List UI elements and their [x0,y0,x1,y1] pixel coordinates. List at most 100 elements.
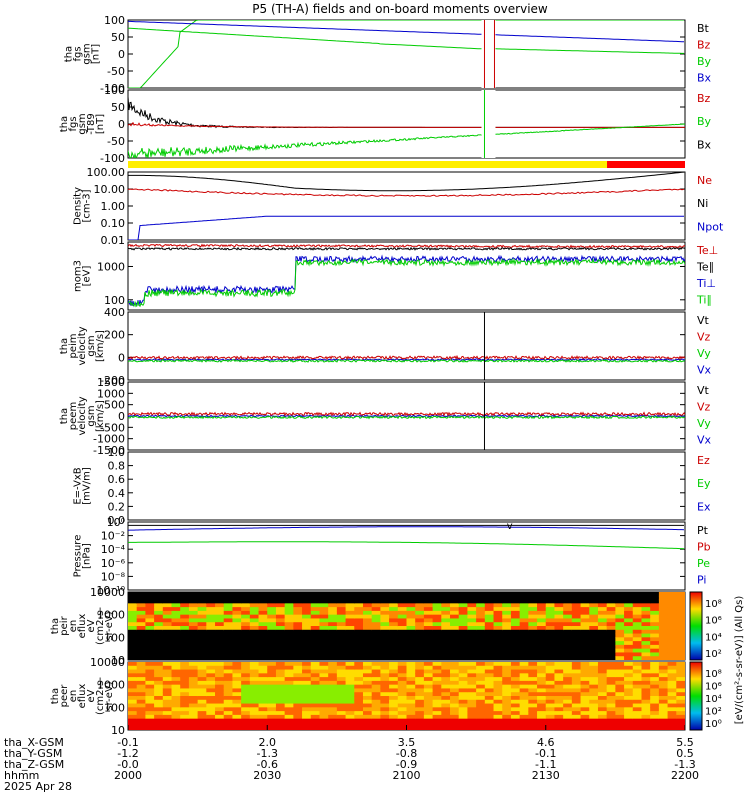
spectrogram-cell [389,665,399,671]
y-tick-label: 0 [118,351,125,364]
spectrogram-cell [145,673,155,678]
spectrogram-cell [241,641,251,646]
spectrogram-cell [284,662,294,667]
spectrogram-cell [432,703,442,708]
spectrogram-cell [206,633,216,638]
spectrogram-cell [519,595,529,601]
spectrogram-cell [389,603,399,608]
spectrogram-cell [275,599,286,604]
spectrogram-cell [249,614,260,620]
spectrogram-cell [197,707,207,712]
spectrogram-cell [476,610,486,616]
spectrogram-cell [615,626,625,631]
spectrogram-cell [554,680,564,686]
spectrogram-cell [284,614,294,620]
spectrogram-cell [467,662,477,667]
spectrogram-cell [571,622,582,627]
spectrogram-cell [641,696,651,701]
spectrogram-cell [380,603,390,608]
spectrogram-cell [406,688,416,693]
y-label-line: peer [59,684,70,708]
spectrogram-cell [537,629,547,635]
spectrogram-cell [302,607,312,612]
spectrogram-cell [563,618,573,623]
spectrogram-cell [458,618,469,623]
spectrogram-cell [275,637,286,642]
spectrogram-cell [362,669,373,674]
spectrogram-cell [502,722,512,727]
x-tick-label: 2030 [253,769,281,782]
spectrogram-cell [589,618,599,623]
spectrogram-cell [215,662,225,667]
spectrogram-cell [658,626,669,631]
spectrogram-cell [380,626,390,631]
spectrogram-cell [467,603,477,608]
spectrogram-cell [667,644,677,650]
spectrogram-cell [319,595,329,601]
spectrogram-cell [258,718,268,724]
spectrogram-cell [519,662,529,667]
spectrogram-cell [554,688,564,693]
spectrogram-cell [136,644,147,650]
spectrogram-cell [302,603,312,608]
spectrogram-cell [458,680,469,686]
spectrogram-cell [345,610,355,616]
spectrogram-cell [154,707,164,712]
spectrogram-cell [458,699,469,705]
spectrogram-cell [423,595,434,601]
spectrogram-cell [275,673,286,678]
spectrogram-cell [423,648,434,654]
spectrogram-cell [310,688,321,693]
spectrogram-cell [154,648,164,654]
spectrogram-cell [267,688,277,693]
spectrogram-cell [597,722,608,727]
spectrogram-cell [615,662,625,667]
spectrogram-cell [397,696,408,701]
y-tick-label: 1.0 [108,446,126,459]
spectrogram-cell [136,718,147,724]
spectrogram-cell [293,610,303,616]
spectrogram-cell [606,644,616,650]
spectrogram-cell [180,726,190,730]
spectrogram-cell [267,669,277,674]
spectrogram-cell [493,692,503,697]
spectrogram-cell [580,680,590,686]
spectrogram-cell [319,707,329,712]
spectrogram-cell [615,644,625,650]
spectrogram-cell [293,656,303,660]
spectrogram-cell [519,629,529,635]
spectrogram-cell [397,673,408,678]
spectrogram-cell [502,622,512,627]
spectrogram-cell [423,677,434,682]
y-label-line: fgs [73,46,84,61]
spectrogram-cell [319,599,329,604]
spectrogram-cell [362,610,373,616]
spectrogram-cell [528,684,538,690]
spectrogram-cell [467,644,477,650]
spectrogram-cell [275,665,286,671]
spectrogram-cell [519,665,529,671]
spectrogram-cell [310,652,321,657]
spectrogram-cell [571,633,582,638]
spectrogram-cell [554,684,564,690]
spectrogram-cell [154,641,164,646]
spectrogram-cell [293,641,303,646]
spectrogram-cell [319,714,329,720]
spectrogram-cell [197,662,207,667]
spectrogram-cell [519,707,529,712]
spectrogram-cell [232,607,242,612]
spectrogram-cell [215,722,225,727]
spectrogram-cell [528,692,538,697]
spectrogram-cell [493,656,503,660]
spectrogram-cell [223,641,234,646]
spectrogram-cell [310,699,321,705]
y-tick-label: 0.01 [101,234,126,247]
spectrogram-cell [632,684,643,690]
spectrogram-cell [580,669,590,674]
spectrogram-cell [345,677,355,682]
y-label-line: peem [68,402,79,430]
spectrogram-cell [676,607,685,612]
y-tick-label: 100 [104,294,125,307]
spectrogram-cell [406,726,416,730]
spectrogram-cell [510,595,521,601]
